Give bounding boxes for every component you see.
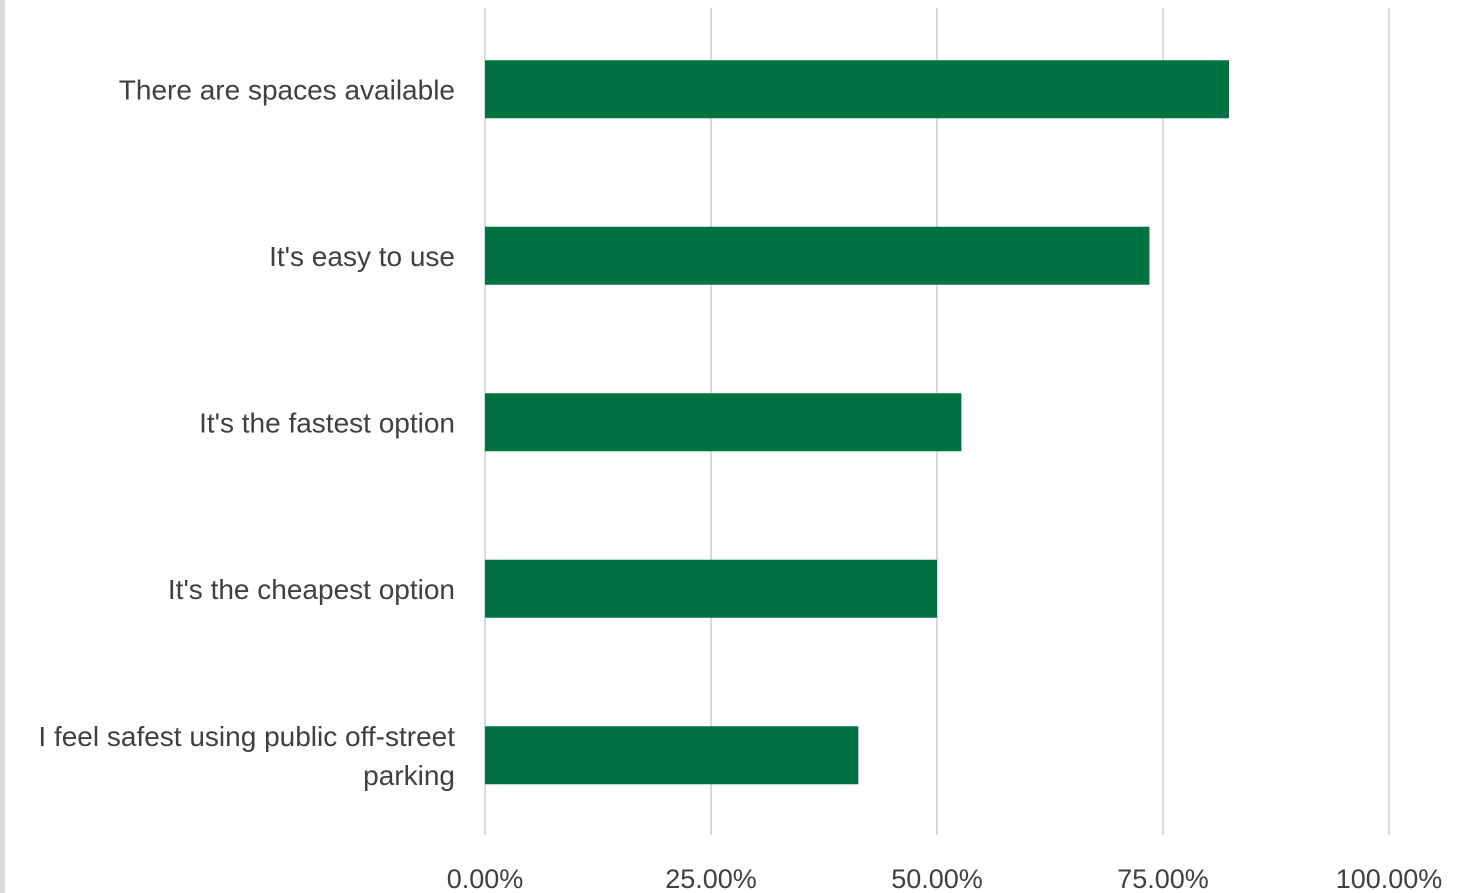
x-tick-label: 50.00%	[891, 864, 983, 893]
category-label: It's the fastest option	[199, 407, 455, 438]
category-label: I feel safest using public off-street	[38, 721, 455, 752]
left-border	[0, 0, 5, 893]
bar	[485, 60, 1229, 119]
bar	[485, 226, 1150, 285]
bar	[485, 726, 859, 785]
category-label: It's the cheapest option	[168, 574, 455, 605]
category-label: parking	[363, 760, 455, 791]
x-tick-label: 25.00%	[665, 864, 757, 893]
bar	[485, 393, 962, 452]
category-labels: There are spaces available It's easy to u…	[38, 74, 455, 791]
bars	[485, 60, 1229, 785]
x-tick-labels: 0.00% 25.00% 50.00% 75.00% 100.00%	[447, 864, 1443, 893]
category-label: It's easy to use	[269, 241, 455, 272]
x-tick-label: 100.00%	[1336, 864, 1443, 893]
bar	[485, 559, 937, 618]
x-tick-label: 75.00%	[1117, 864, 1209, 893]
x-tick-label: 0.00%	[447, 864, 524, 893]
category-label: There are spaces available	[119, 74, 455, 105]
